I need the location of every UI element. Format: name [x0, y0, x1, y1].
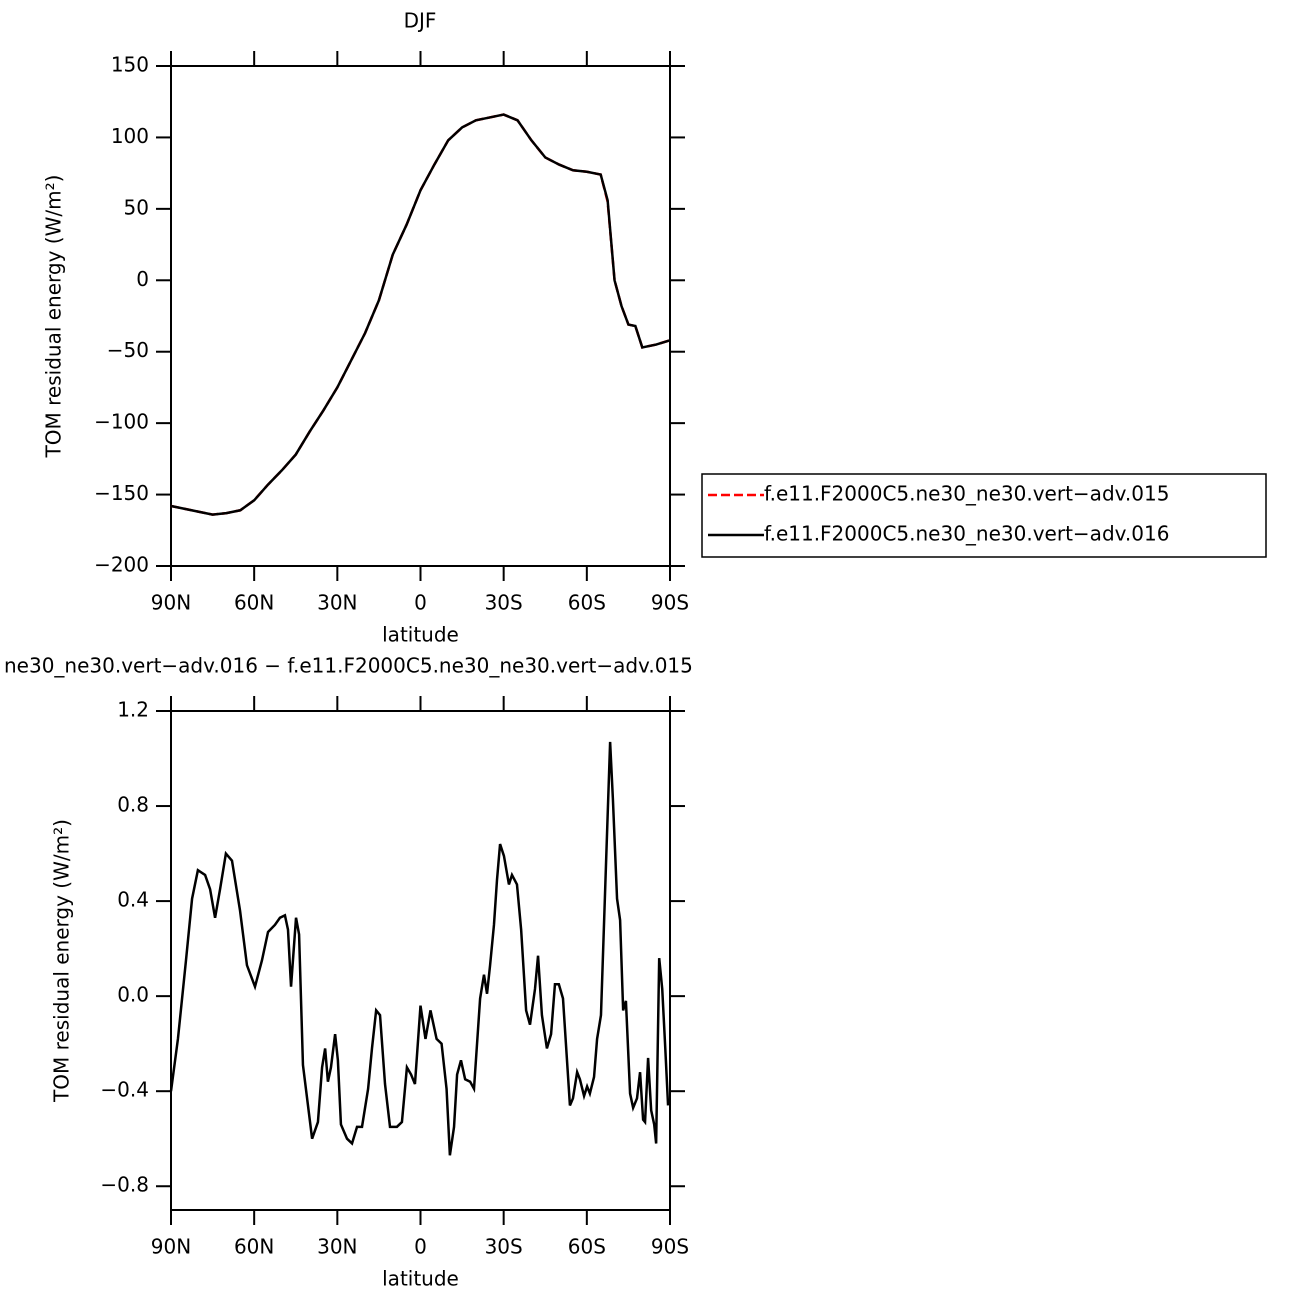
y-axis-label: TOM residual energy (W/m²): [50, 819, 74, 1103]
data-line: [170, 113, 671, 516]
x-tick-label: 30N: [317, 1235, 357, 1259]
y-tick-label: −0.8: [100, 1173, 149, 1197]
legend-label: f.e11.F2000C5.ne30_ne30.vert−adv.015: [764, 482, 1169, 506]
y-tick-label: −0.4: [100, 1078, 149, 1102]
y-tick-label: 0: [136, 267, 149, 291]
y-tick-label: −50: [107, 338, 149, 362]
plot-frame: [170, 65, 671, 567]
data-line: [169, 741, 670, 1156]
x-tick-label: 90S: [651, 1235, 689, 1259]
y-tick-label: 0.0: [117, 983, 149, 1007]
legend-box: [701, 473, 1267, 558]
y-tick-label: 100: [111, 124, 149, 148]
plot-frame: [170, 710, 671, 1211]
chart-title: ne30_ne30.vert−adv.016 − f.e11.F2000C5.n…: [4, 654, 693, 678]
x-tick-label: 60N: [234, 1235, 274, 1259]
x-tick-label: 60S: [568, 1235, 606, 1259]
x-tick-label: 90S: [651, 591, 689, 615]
y-tick-label: −150: [94, 481, 149, 505]
y-tick-label: 150: [111, 53, 149, 77]
x-tick-label: 30N: [317, 591, 357, 615]
x-tick-label: 30S: [485, 591, 523, 615]
x-tick-label: 30S: [485, 1235, 523, 1259]
legend-label: f.e11.F2000C5.ne30_ne30.vert−adv.016: [764, 522, 1169, 546]
x-tick-label: 0: [414, 1235, 427, 1259]
x-tick-label: 60N: [234, 591, 274, 615]
x-tick-label: 60S: [568, 591, 606, 615]
y-tick-label: 0.8: [117, 793, 149, 817]
y-tick-label: −200: [94, 553, 149, 577]
x-axis-label: latitude: [382, 623, 459, 647]
y-axis-label: TOM residual energy (W/m²): [42, 175, 66, 459]
y-tick-label: 50: [124, 195, 149, 219]
chart-title: DJF: [404, 9, 437, 33]
x-axis-label: latitude: [382, 1267, 459, 1291]
y-tick-label: 0.4: [117, 888, 149, 912]
x-tick-label: 0: [414, 591, 427, 615]
y-tick-label: −100: [94, 410, 149, 434]
x-tick-label: 90N: [151, 1235, 191, 1259]
y-tick-label: 1.2: [117, 698, 149, 722]
x-tick-label: 90N: [151, 591, 191, 615]
